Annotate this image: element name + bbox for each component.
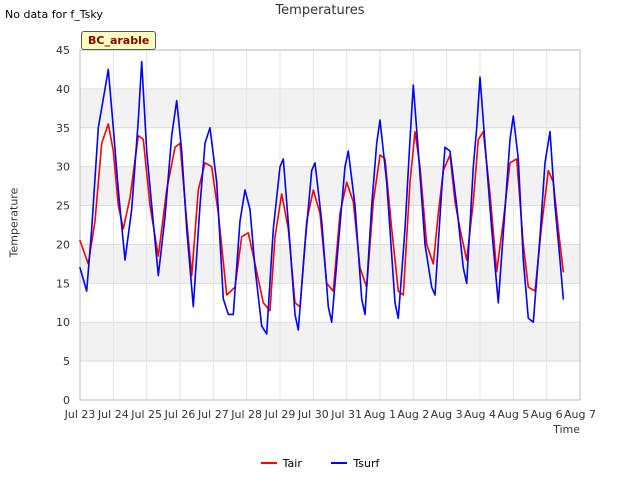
x-tick-label: Aug 4 xyxy=(464,408,496,421)
x-tick-label: Jul 29 xyxy=(264,408,296,421)
x-tick-label: Jul 24 xyxy=(97,408,129,421)
y-tick-label: 30 xyxy=(56,161,70,174)
legend-swatch-tair xyxy=(260,462,277,464)
x-tick-label: Aug 1 xyxy=(364,408,396,421)
legend-swatch-tsurf xyxy=(331,462,348,464)
plot-frame xyxy=(79,49,581,401)
legend-item-tair[interactable]: Tair xyxy=(260,456,302,470)
y-tick-labels: 0 5 10 15 20 25 30 35 40 45 xyxy=(56,44,70,407)
x-tick-label: Jul 27 xyxy=(197,408,229,421)
background-band xyxy=(80,244,580,284)
legend-item-tsurf[interactable]: Tsurf xyxy=(331,457,379,470)
y-tick-label: 35 xyxy=(56,122,70,135)
y-tick-label: 45 xyxy=(56,44,70,57)
x-tick-labels: Jul 23 Jul 24 Jul 25 Jul 26 Jul 27 Jul 28 Jul … xyxy=(64,408,596,421)
x-tick-label: Jul 26 xyxy=(164,408,196,421)
background-band xyxy=(80,322,580,362)
x-tick-label: Jul 25 xyxy=(130,408,162,421)
legend-label-tsurf: Tsurf xyxy=(353,456,380,470)
legend: Tair Tsurf xyxy=(0,454,640,470)
x-tick-label: Aug 2 xyxy=(397,408,429,421)
series-lines xyxy=(79,60,565,335)
x-tick-label: Jul 30 xyxy=(297,408,329,421)
x-tick-label: Aug 6 xyxy=(531,408,563,421)
series-line-tsurf xyxy=(79,60,565,335)
site-badge: BC_arable xyxy=(81,31,157,50)
y-tick-label: 20 xyxy=(56,238,70,251)
chart-title: Temperatures xyxy=(275,3,365,18)
background-band xyxy=(80,88,580,128)
y-tick-label: 15 xyxy=(56,277,70,290)
y-tick-label: 25 xyxy=(56,200,70,213)
x-tick-label: Jul 28 xyxy=(230,408,262,421)
y-tick-label: 40 xyxy=(56,83,70,96)
y-tick-label: 5 xyxy=(63,355,70,368)
x-tick-label: Aug 5 xyxy=(497,408,529,421)
legend-label-tair: Tair xyxy=(282,456,302,470)
x-tick-label: Jul 31 xyxy=(330,408,362,421)
x-axis-label: Time xyxy=(553,423,580,436)
y-tick-label: 0 xyxy=(63,394,70,407)
y-axis-label: Temperature xyxy=(7,187,21,258)
y-tick-label: 10 xyxy=(56,316,70,329)
x-tick-label: Aug 7 xyxy=(564,408,596,421)
x-tick-label: Aug 3 xyxy=(431,408,463,421)
background-band xyxy=(80,166,580,206)
x-tick-label: Jul 23 xyxy=(64,408,96,421)
background-bands xyxy=(80,88,580,362)
no-data-note: No data for f_Tsky xyxy=(5,8,103,21)
